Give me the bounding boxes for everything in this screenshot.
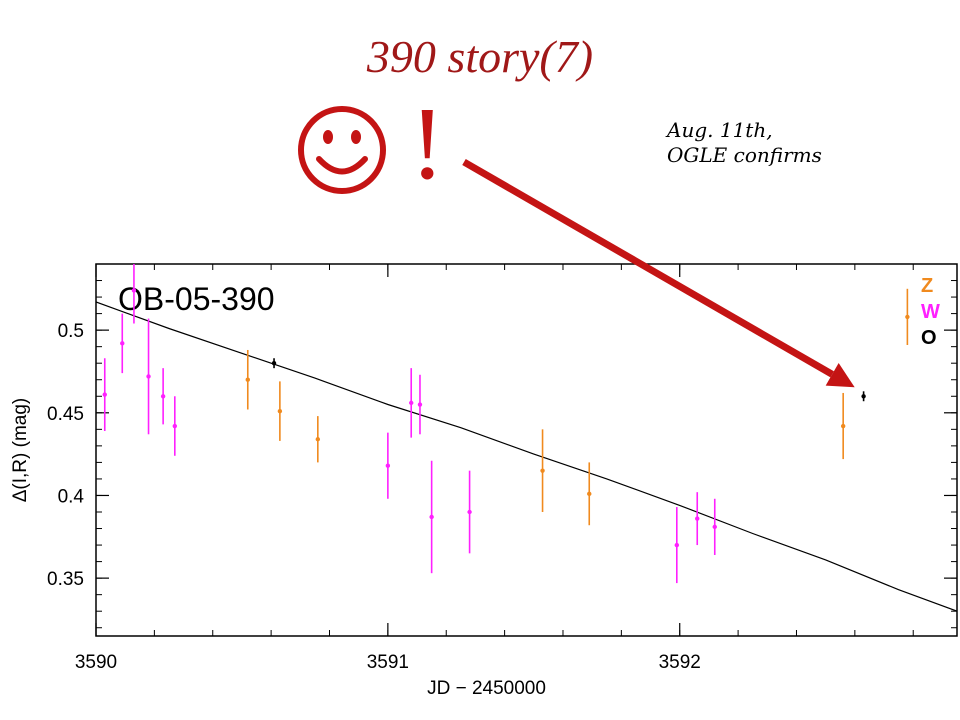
legend-entry-w: W <box>921 301 940 323</box>
y-axis-label: Δ(I,R) (mag) <box>10 398 31 503</box>
data-point-o <box>861 394 866 399</box>
y-tick-label: 0.4 <box>58 486 85 507</box>
data-point-w <box>674 542 680 548</box>
light-curve-chart: 3590 3591 3592 0.35 0.4 0.45 0.5 JD − 2450000 Δ(… <box>10 263 958 699</box>
model-curve <box>96 301 957 612</box>
data-point-w <box>146 374 151 379</box>
chart-title: OB-05-390 <box>118 281 275 317</box>
data-point-w <box>120 341 125 346</box>
x-tick-label: 3591 <box>367 652 409 673</box>
data-point-w <box>429 514 434 520</box>
data-point-z <box>905 314 910 320</box>
data-point-z <box>315 437 321 442</box>
x-tick-label: 3592 <box>659 652 701 673</box>
exclamation-mark: ! <box>410 86 445 201</box>
data-point-z <box>540 468 545 473</box>
data-point-w <box>172 423 178 429</box>
y-tick-label: 0.5 <box>58 321 84 342</box>
data-point-w <box>102 392 107 397</box>
data-point-z <box>245 377 250 382</box>
slide-title: 390 story(7) <box>366 31 594 82</box>
x-tick-label: 3590 <box>75 652 117 673</box>
data-point-w <box>131 288 137 293</box>
y-tick-label: 0.45 <box>47 404 84 425</box>
note-line-2: OGLE confirms <box>667 143 822 167</box>
legend-entry-o: O <box>921 327 937 349</box>
annotation-note: Aug. 11th, OGLE confirms <box>667 118 822 168</box>
data-point-z <box>277 408 283 414</box>
data-point-w <box>712 524 717 530</box>
data-point-w <box>695 516 700 521</box>
data-point-z <box>840 423 846 429</box>
note-line-1: Aug. 11th, <box>667 118 773 142</box>
data-point-w <box>417 402 423 407</box>
smiley-face-icon <box>298 106 386 194</box>
data-point-w <box>467 509 472 515</box>
legend-entry-z: Z <box>921 275 933 297</box>
data-point-w <box>160 394 166 399</box>
x-axis-label: JD − 2450000 <box>427 678 546 699</box>
data-point-z <box>587 491 592 497</box>
data-point-o <box>271 361 277 366</box>
data-point-w <box>385 463 391 468</box>
plot-frame <box>95 263 958 637</box>
y-tick-label: 0.35 <box>47 569 84 590</box>
data-point-w <box>409 400 414 406</box>
